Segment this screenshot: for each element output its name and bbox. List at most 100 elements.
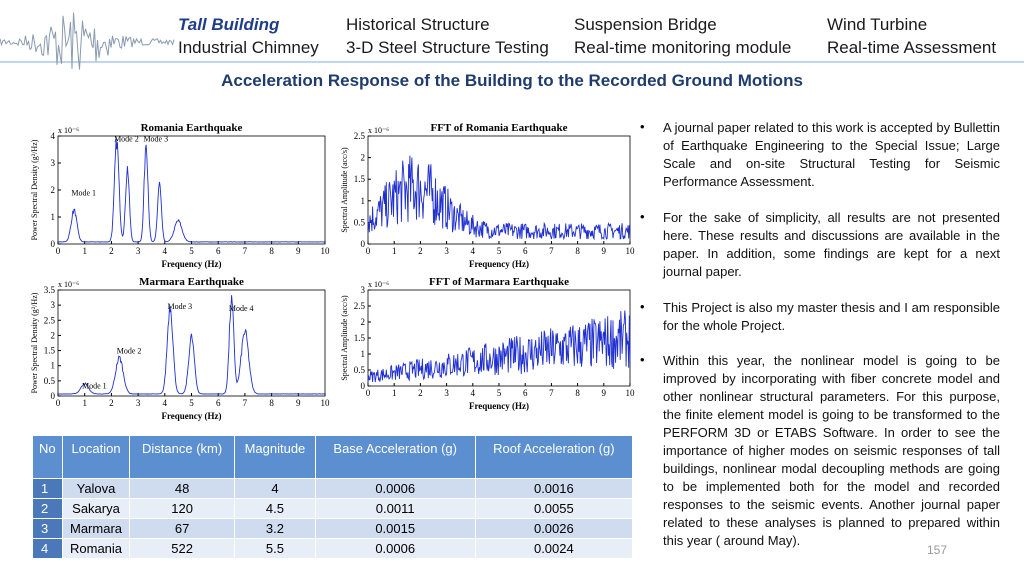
y-tick-label: 1.5 xyxy=(354,333,366,343)
nav-item: Real-time Assessment xyxy=(827,38,997,57)
spectrum-curve xyxy=(367,310,631,383)
page-number: 157 xyxy=(927,543,948,557)
y-tick-label: 0.5 xyxy=(44,376,56,386)
y-tick-label: 0 xyxy=(361,239,366,249)
x-tick-label: 7 xyxy=(243,398,248,408)
y-tick-label: 3 xyxy=(51,300,56,310)
table-cell: 4 xyxy=(234,478,316,499)
x-tick-label: 6 xyxy=(523,388,528,398)
bullet-marker: • xyxy=(640,119,645,134)
y-tick-label: 3 xyxy=(51,158,56,168)
y-tick-label: 1 xyxy=(51,361,56,371)
x-tick-label: 2 xyxy=(418,246,423,256)
x-tick-label: 5 xyxy=(189,246,194,256)
table-cell: 48 xyxy=(129,478,236,499)
table-header-cell: No xyxy=(32,435,63,479)
figure: FFT of Romania Earthquake x 10⁻⁶ Frequency… xyxy=(340,122,635,269)
spectrum-curve xyxy=(367,155,631,241)
bullet-marker: • xyxy=(640,209,645,224)
nav-item: Historical Structure xyxy=(346,15,490,34)
x-tick-label: 0 xyxy=(366,388,371,398)
table-cell: 4 xyxy=(32,538,63,559)
y-tick-label: 3 xyxy=(361,285,366,295)
y-tick-label: 1 xyxy=(51,212,56,222)
x-tick-label: 8 xyxy=(269,246,274,256)
results-table: No Location Distance (km) Magnitude Base Acc… xyxy=(32,435,634,559)
table-cell: 0.0006 xyxy=(314,538,476,559)
figure: Marmara Earthquake x 10⁻⁶ Frequency (Hz) Po… xyxy=(30,276,331,421)
y-tick-label: 4 xyxy=(51,131,56,141)
spectrum-curve xyxy=(57,139,325,243)
y-tick-label: 2.5 xyxy=(354,301,366,311)
x-axis-label: Frequency (Hz) xyxy=(469,259,529,269)
table-cell: 0.0011 xyxy=(314,498,476,519)
y-tick-label: 2 xyxy=(51,185,56,195)
x-tick-label: 6 xyxy=(216,246,221,256)
x-tick-label: 1 xyxy=(392,388,397,398)
x-tick-label: 5 xyxy=(497,388,502,398)
x-tick-label: 10 xyxy=(321,398,331,408)
figure-title: Romania Earthquake xyxy=(141,122,243,134)
y-tick-label: 2 xyxy=(361,153,366,163)
y-tick-label: 0.5 xyxy=(354,365,366,375)
figure: Romania Earthquake x 10⁻⁶ Frequency (Hz) Po… xyxy=(30,122,330,269)
x-tick-label: 2 xyxy=(418,388,423,398)
y-tick-label: 0.5 xyxy=(354,217,366,227)
x-tick-label: 5 xyxy=(189,398,194,408)
y-tick-label: 3.5 xyxy=(44,285,56,295)
figure-scale: x 10⁻⁶ xyxy=(368,126,389,135)
table-header-cell: Roof Acceleration (g) xyxy=(474,435,634,479)
table-cell: 3.2 xyxy=(234,518,316,539)
x-tick-label: 9 xyxy=(296,246,301,256)
nav-item: Real-time monitoring module xyxy=(574,38,792,57)
x-tick-label: 9 xyxy=(602,246,607,256)
table-cell: 5.5 xyxy=(234,538,316,559)
table-row: 2 Sakarya 120 4.5 0.0011 0.0055 xyxy=(32,498,634,519)
table-cell: 67 xyxy=(129,518,236,539)
x-tick-label: 0 xyxy=(56,246,61,256)
x-tick-label: 3 xyxy=(136,246,141,256)
table-cell: 0.0055 xyxy=(474,498,634,519)
nav-item: Industrial Chimney xyxy=(178,38,319,57)
table-cell: Romania xyxy=(61,538,131,559)
mode-label: Mode 1 xyxy=(82,382,107,391)
table-header-cell: Location xyxy=(61,435,131,479)
mode-label: Mode 1 xyxy=(71,188,96,197)
table-row: 1 Yalova 48 4 0.0006 0.0016 xyxy=(32,478,634,499)
table-cell: 120 xyxy=(129,498,236,519)
table-cell: 3 xyxy=(32,518,63,539)
table-header-cell: Distance (km) xyxy=(129,435,236,479)
x-tick-label: 10 xyxy=(626,388,636,398)
nav-item: Suspension Bridge xyxy=(574,15,717,34)
spectrum-curve xyxy=(58,295,326,395)
bullet-text: This Project is also my master thesis an… xyxy=(663,300,1000,333)
y-axis-label: Power Spectral Density (g²/Hz) xyxy=(30,292,39,393)
x-axis-label: Frequency (Hz) xyxy=(161,411,221,421)
table-row: 3 Marmara 67 3.2 0.0015 0.0026 xyxy=(32,518,634,539)
table-cell: 522 xyxy=(129,538,236,559)
table-cell: 2 xyxy=(32,498,63,519)
table-header-cell: Base Acceleration (g) xyxy=(314,435,476,479)
figure-title: FFT of Romania Earthquake xyxy=(430,122,567,134)
y-tick-label: 1.5 xyxy=(354,174,366,184)
x-tick-label: 6 xyxy=(523,246,528,256)
figure-scale: x 10⁻⁶ xyxy=(58,280,79,289)
x-tick-label: 8 xyxy=(575,246,580,256)
x-tick-label: 0 xyxy=(366,246,371,256)
x-tick-label: 1 xyxy=(82,398,87,408)
mode-label: Mode 4 xyxy=(229,304,254,313)
table-cell: Yalova xyxy=(61,478,131,499)
x-tick-label: 2 xyxy=(109,246,114,256)
x-tick-label: 8 xyxy=(575,388,580,398)
x-tick-label: 9 xyxy=(602,388,607,398)
y-axis-label: Spectral Amplitude (acc/s) xyxy=(340,147,349,233)
table-cell: Marmara xyxy=(61,518,131,539)
plot-frame xyxy=(57,135,326,245)
y-tick-label: 1 xyxy=(361,196,366,206)
x-tick-label: 2 xyxy=(109,398,114,408)
x-tick-label: 9 xyxy=(296,398,301,408)
nav-item: Tall Building xyxy=(178,15,280,34)
x-tick-label: 7 xyxy=(549,388,554,398)
figure-title: FFT of Marmara Earthquake xyxy=(429,276,569,288)
